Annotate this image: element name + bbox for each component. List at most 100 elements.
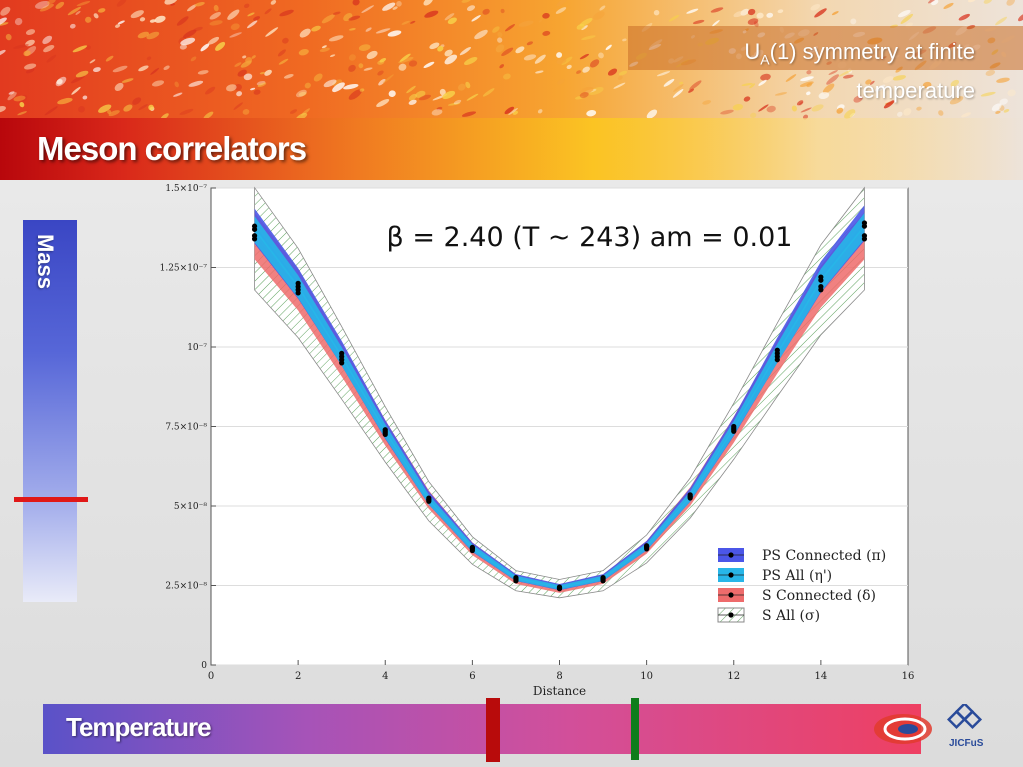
banner-dot	[388, 90, 396, 98]
series-band-3	[254, 186, 865, 599]
legend-label: PS All (η')	[762, 568, 832, 584]
banner-dot	[461, 111, 477, 117]
legend-marker	[728, 612, 734, 618]
data-point	[426, 498, 432, 504]
banner-dot	[607, 68, 618, 76]
banner-dot	[588, 86, 604, 96]
banner-dot	[343, 84, 359, 90]
banner-dot	[581, 35, 596, 41]
banner-dot	[526, 41, 534, 46]
banner-dot	[179, 44, 187, 50]
banner-dot	[497, 31, 503, 38]
banner-dot	[97, 8, 106, 13]
banner-dot	[78, 106, 85, 113]
banner-dot	[311, 25, 321, 32]
legend-marker	[728, 572, 734, 578]
banner-dot	[47, 0, 56, 5]
banner-dot	[668, 14, 680, 22]
banner-dot	[646, 109, 658, 119]
banner-dot	[457, 83, 466, 91]
banner-dot	[410, 20, 416, 24]
banner-dot	[193, 26, 203, 32]
banner-dot	[89, 59, 96, 64]
banner-dot	[537, 109, 543, 114]
banner-dot	[358, 44, 371, 51]
banner-dot	[137, 31, 150, 39]
banner-dot	[720, 109, 734, 115]
temperature-scale-bar	[43, 704, 921, 754]
banner-dot	[461, 0, 472, 3]
banner-dot	[264, 8, 272, 15]
banner-dot	[233, 102, 243, 110]
topic-heading: UA(1) symmetry at finite temperature	[675, 36, 975, 106]
banner-dot	[382, 74, 394, 84]
banner-dot	[743, 96, 751, 102]
banner-dot	[618, 70, 628, 76]
banner-dot	[444, 13, 455, 21]
banner-dot	[230, 23, 240, 31]
banner-dot	[67, 6, 82, 16]
banner-dot	[39, 3, 54, 12]
banner-dot	[688, 88, 695, 93]
data-point	[513, 578, 519, 584]
banner-dot	[589, 59, 600, 68]
banner-dot	[844, 109, 856, 119]
banner-dot	[495, 44, 505, 53]
banner-dot	[174, 81, 179, 88]
banner-dot	[378, 78, 386, 86]
banner-dot	[225, 84, 237, 92]
banner-dot	[968, 0, 976, 3]
banner-dot	[766, 105, 776, 113]
banner-dot	[208, 36, 220, 45]
banner-dot	[653, 9, 660, 16]
data-point	[251, 236, 258, 242]
banner-dot	[348, 54, 356, 61]
banner-dot	[25, 29, 36, 36]
banner-dot	[359, 88, 365, 92]
data-point	[818, 287, 824, 293]
legend-label: PS Connected (π)	[762, 548, 886, 564]
banner-dot	[950, 79, 960, 87]
banner-dot	[1018, 13, 1023, 22]
banner-dot	[542, 30, 551, 36]
banner-dot	[55, 76, 67, 87]
banner-dot	[916, 106, 922, 111]
banner-dot	[749, 83, 756, 89]
banner-dot	[328, 35, 344, 42]
banner-dot	[117, 20, 125, 25]
banner-dot	[447, 102, 461, 106]
banner-dot-pattern	[0, 0, 1023, 121]
banner-dot	[203, 111, 214, 120]
banner-dot	[363, 67, 373, 71]
banner-dot	[980, 91, 996, 97]
banner-dot	[257, 82, 267, 88]
mass-marker	[14, 497, 88, 502]
banner-dot	[850, 18, 857, 25]
banner-dot	[580, 86, 594, 95]
legend-marker	[728, 552, 734, 558]
banner-dot	[459, 47, 471, 56]
banner-dot	[518, 20, 534, 27]
banner-dot	[465, 81, 471, 89]
data-point	[339, 360, 345, 366]
banner-dot	[423, 0, 433, 6]
banner-dot	[566, 64, 572, 70]
banner-dot	[557, 78, 565, 85]
data-point	[251, 226, 258, 232]
banner-dot	[234, 62, 242, 67]
banner-dot	[732, 104, 744, 111]
banner-dot	[822, 83, 835, 94]
banner-dot	[190, 56, 197, 62]
banner-dot	[865, 79, 872, 85]
banner-dot	[7, 92, 17, 101]
banner-dot	[842, 74, 854, 79]
banner-dot	[116, 0, 127, 7]
mass-label: Mass	[33, 234, 58, 290]
x-tick-label: 12	[727, 671, 740, 682]
data-point	[687, 495, 693, 501]
banner-dot	[377, 70, 384, 76]
banner-dot	[885, 99, 893, 103]
banner-dot	[999, 98, 1008, 105]
banner-dot	[329, 54, 336, 58]
banner-dot	[686, 8, 699, 14]
